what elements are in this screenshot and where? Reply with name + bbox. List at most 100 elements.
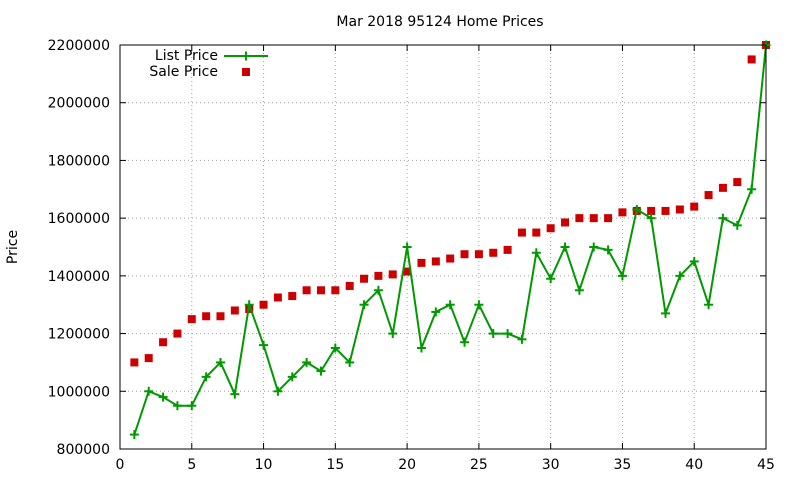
legend-label-list-price: List Price: [155, 48, 218, 64]
list-price-point: [259, 340, 269, 350]
list-price-point: [244, 300, 254, 310]
list-price-point: [431, 307, 441, 317]
x-tick-label: 25: [470, 457, 488, 473]
sale-price-point: [331, 286, 340, 295]
ticks: 0 5 10 15 20 25 30 35 40 45 800000 1000000 1200000 14…: [48, 38, 775, 473]
list-price-point: [503, 329, 513, 339]
x-tick-label: 30: [542, 457, 560, 473]
list-price-point: [201, 372, 211, 382]
sale-price-point: [532, 228, 541, 237]
list-price-point: [158, 392, 168, 402]
list-price-point: [704, 300, 714, 310]
list-price-point: [617, 271, 627, 281]
sale-price-point: [546, 224, 555, 233]
list-price-point: [330, 343, 340, 353]
list-price-point: [316, 366, 326, 376]
list-price-point: [747, 184, 757, 194]
list-price-point: [445, 300, 455, 310]
list-price-point: [373, 285, 383, 295]
sale-price-point: [230, 306, 239, 315]
list-price-point: [661, 308, 671, 318]
x-tick-label: 40: [685, 457, 703, 473]
list-price-point: [517, 334, 527, 344]
list-price-point: [546, 274, 556, 284]
list-price-point: [646, 213, 656, 223]
legend-label-sale-price: Sale Price: [149, 64, 218, 80]
sale-price-point: [374, 271, 383, 280]
list-price-point: [359, 300, 369, 310]
grid: [120, 45, 766, 449]
sale-price-point: [288, 292, 297, 301]
sale-price-point: [159, 338, 168, 347]
list-price-point: [574, 285, 584, 295]
list-price-point: [488, 329, 498, 339]
y-tick-label: 1200000: [48, 327, 110, 343]
list-price-point: [129, 430, 139, 440]
sale-price-point: [173, 329, 182, 338]
sale-price-point: [618, 208, 627, 217]
sale-price-point: [130, 358, 139, 367]
sale-price-point: [661, 206, 670, 215]
sale-price-point: [589, 214, 598, 223]
list-price-point: [388, 329, 398, 339]
list-price-point: [187, 401, 197, 411]
y-tick-label: 1800000: [48, 153, 110, 169]
x-tick-label: 20: [398, 457, 416, 473]
x-tick-label: 0: [116, 457, 125, 473]
sale-price-point: [733, 178, 742, 187]
sale-price-point: [202, 312, 211, 321]
chart-title: Mar 2018 95124 Home Prices: [336, 14, 543, 30]
list-price-point: [287, 372, 297, 382]
sale-price-point: [747, 55, 756, 64]
list-price-point: [632, 204, 642, 214]
sale-price-point: [431, 257, 440, 266]
sale-price-point: [187, 315, 196, 324]
y-tick-label: 1600000: [48, 211, 110, 227]
y-tick-label: 2000000: [48, 96, 110, 112]
sale-price-point: [316, 286, 325, 295]
sale-price-point: [302, 286, 311, 295]
legend-swatch-sale-price: [242, 68, 250, 76]
sale-price-point: [575, 214, 584, 223]
sale-price-point: [517, 228, 526, 237]
sale-price-point: [345, 281, 354, 290]
sale-price-point: [704, 191, 713, 200]
x-tick-label: 5: [187, 457, 196, 473]
list-price-point: [230, 389, 240, 399]
sale-price-point: [690, 202, 699, 211]
list-price-point: [402, 242, 412, 252]
list-price-point: [172, 401, 182, 411]
list-price-point: [474, 300, 484, 310]
sale-price-point: [489, 248, 498, 257]
list-price-point: [689, 256, 699, 266]
list-price-point: [675, 271, 685, 281]
list-price-point: [416, 343, 426, 353]
list-price-point: [603, 245, 613, 255]
sale-price-point: [446, 254, 455, 263]
sale-price-point: [360, 274, 369, 283]
sale-price-point: [403, 267, 412, 276]
sale-price-point: [460, 250, 469, 259]
sale-price-point: [273, 293, 282, 302]
y-axis-label: Price: [5, 230, 21, 264]
list-price-point: [302, 357, 312, 367]
sale-price-point: [144, 354, 153, 363]
list-price-point: [215, 357, 225, 367]
sale-price-point: [259, 300, 268, 309]
list-price-point: [273, 386, 283, 396]
x-tick-label: 10: [255, 457, 273, 473]
y-tick-label: 1400000: [48, 269, 110, 285]
sale-price-point: [417, 258, 426, 267]
sale-price-point: [474, 250, 483, 259]
list-price-point: [589, 242, 599, 252]
y-tick-label: 800000: [57, 442, 110, 458]
sale-price-point: [718, 183, 727, 192]
sale-price-point: [647, 206, 656, 215]
series-layer: [129, 40, 771, 440]
sale-price-point: [388, 270, 397, 279]
sale-price-point: [604, 214, 613, 223]
sale-price-point: [675, 205, 684, 214]
